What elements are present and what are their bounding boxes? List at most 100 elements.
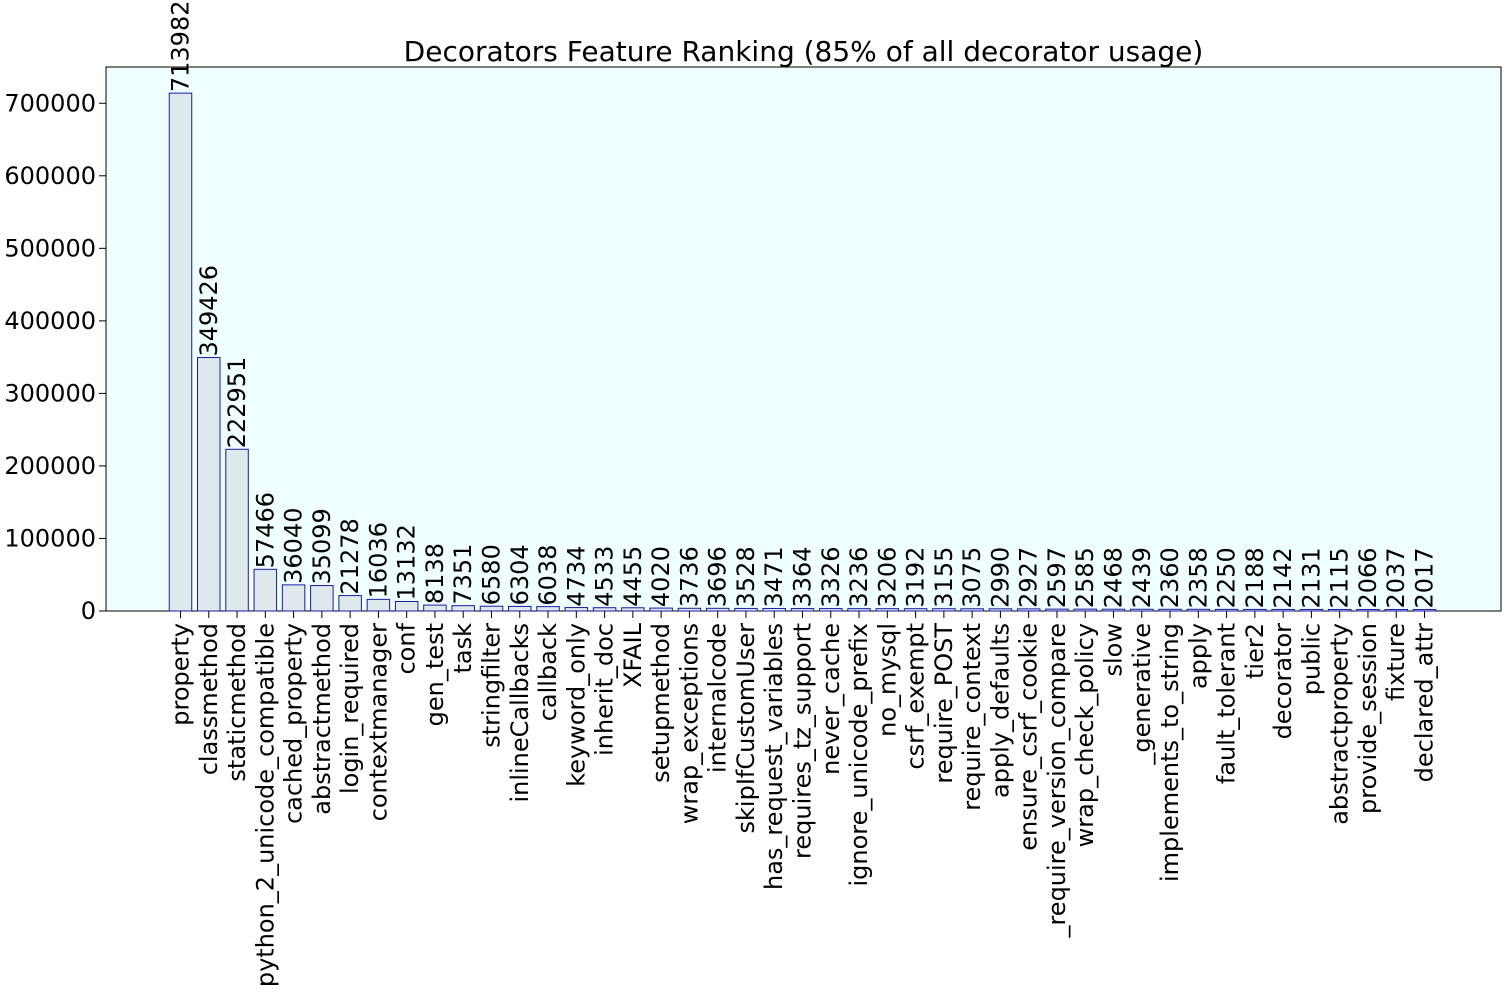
x-tick-label: cached_property	[280, 623, 308, 824]
x-tick-label: abstractmethod	[308, 623, 336, 815]
x-tick-label: declared_attr	[1411, 623, 1439, 782]
x-tick-label: stringfilter	[478, 623, 506, 748]
data-label: 713982	[167, 1, 195, 93]
x-tick-label: require_context	[958, 623, 986, 811]
bar	[1045, 608, 1069, 612]
bar	[366, 598, 391, 612]
data-label: 3696	[704, 546, 732, 607]
bar	[875, 608, 900, 612]
y-tick-label: 100000	[4, 524, 96, 552]
x-tick-label: public	[1297, 623, 1325, 695]
plot-area	[105, 66, 1502, 612]
x-tick-label: fixture	[1382, 623, 1410, 701]
bar	[479, 605, 504, 612]
x-tick-label: inlineCallbacks	[506, 623, 534, 803]
data-label: 2358	[1184, 547, 1212, 608]
data-label: 2017	[1411, 547, 1439, 608]
data-label: 3236	[845, 547, 873, 608]
data-label: 16036	[364, 522, 392, 598]
x-tick-label: ignore_unicode_prefix	[845, 623, 873, 887]
bar	[734, 607, 758, 612]
data-label: 7351	[449, 544, 477, 605]
data-label: 2250	[1213, 547, 1241, 608]
data-label: 8138	[421, 543, 449, 604]
bar	[1158, 608, 1182, 612]
bar	[762, 607, 786, 612]
x-axis: property classmethod staticmethod python_2_…	[167, 611, 1439, 987]
x-tick-label: ensure_csrf_cookie	[1015, 623, 1043, 851]
data-label: 2142	[1269, 547, 1297, 608]
data-label: 2439	[1128, 547, 1156, 608]
x-tick-label: implements_to_string	[1156, 623, 1184, 882]
data-label: 13132	[393, 524, 421, 600]
x-tick-label: apply	[1184, 623, 1212, 689]
x-tick-label: property	[167, 623, 195, 726]
data-label: 3155	[930, 547, 958, 608]
x-tick-label: callback	[534, 623, 562, 721]
bar	[705, 607, 730, 612]
data-label: 2066	[1354, 547, 1382, 608]
x-tick-label: wrap_check_policy	[1071, 623, 1099, 847]
data-label: 3326	[817, 547, 845, 608]
bar	[1016, 608, 1041, 612]
x-tick-label: decorator	[1269, 623, 1297, 740]
x-tick-label: staticmethod	[223, 623, 251, 782]
data-label: 57466	[251, 492, 279, 568]
x-tick-label: inherit_doc	[591, 623, 619, 756]
data-label: 2115	[1326, 547, 1354, 608]
data-label: 4734	[562, 545, 590, 606]
x-tick-label: keyword_only	[562, 623, 590, 787]
y-tick-label: 700000	[4, 89, 96, 117]
bar	[1384, 609, 1408, 612]
data-label: 2927	[1015, 547, 1043, 608]
x-tick-label: skipIfCustomUser	[732, 623, 760, 834]
bar	[1243, 608, 1267, 612]
y-tick-label: 200000	[4, 452, 96, 480]
y-tick-label: 400000	[4, 307, 96, 335]
x-tick-label: classmethod	[195, 623, 223, 775]
x-tick-label: _generative	[1128, 623, 1156, 766]
data-label: 2990	[986, 547, 1014, 608]
bar	[253, 568, 278, 612]
bar	[423, 604, 447, 612]
data-label: 4020	[647, 546, 675, 607]
data-label: 36040	[280, 507, 308, 583]
bar	[819, 608, 843, 612]
bar	[225, 448, 249, 612]
bar	[536, 606, 560, 612]
x-tick-label: internalcode	[704, 623, 732, 773]
chart-title: Decorators Feature Ranking (85% of all d…	[404, 35, 1204, 68]
x-tick-label: gen_test	[421, 623, 449, 726]
bar	[1214, 608, 1239, 612]
data-label: 3206	[873, 547, 901, 608]
bar	[1271, 608, 1295, 612]
y-tick-label: 500000	[4, 234, 96, 262]
bar	[1412, 609, 1437, 612]
bar	[903, 608, 928, 612]
data-label: 2468	[1100, 547, 1128, 608]
data-label: 4455	[619, 546, 647, 607]
x-tick-label: provide_session	[1354, 623, 1382, 814]
data-label: 6304	[506, 544, 534, 605]
data-label: 6580	[478, 544, 506, 605]
x-tick-label: contextmanager	[364, 623, 392, 821]
bar	[1186, 608, 1211, 612]
bar	[281, 584, 306, 612]
x-tick-label: requires_tz_support	[789, 623, 817, 859]
bar	[1101, 608, 1126, 612]
x-tick-label: never_cache	[817, 623, 845, 775]
data-label: 2131	[1297, 547, 1325, 608]
x-tick-label: conf	[393, 622, 421, 674]
y-tick-label: 0	[81, 597, 96, 625]
data-label: 4533	[591, 546, 619, 607]
bar	[1356, 609, 1380, 612]
data-label: 6038	[534, 545, 562, 606]
bar	[310, 585, 334, 612]
bar	[197, 357, 221, 612]
x-tick-label: task	[449, 623, 477, 674]
bar	[960, 608, 984, 612]
bar	[394, 600, 419, 612]
bar	[847, 608, 871, 612]
